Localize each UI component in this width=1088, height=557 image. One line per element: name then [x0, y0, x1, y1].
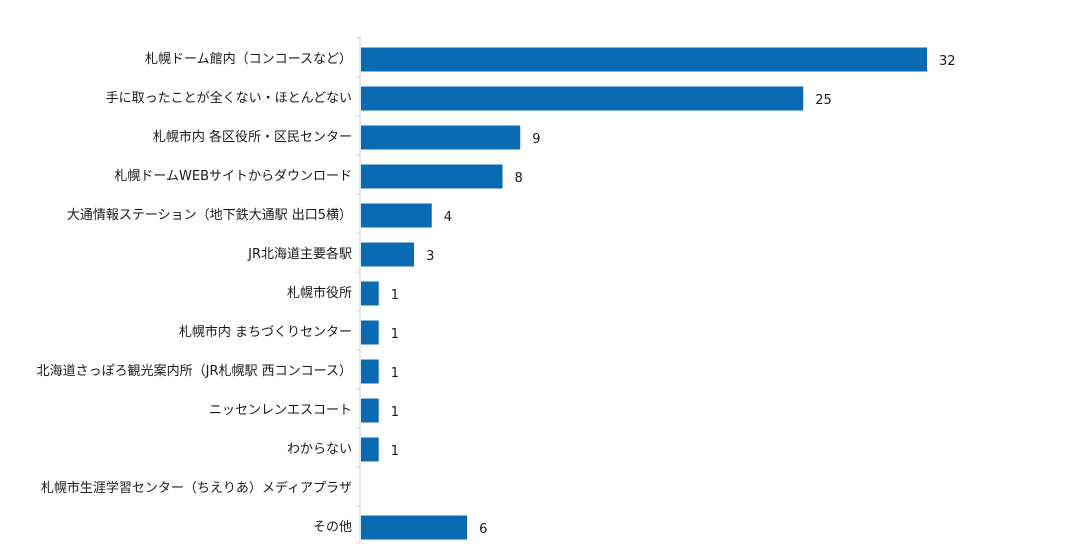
category-label: わからない: [287, 442, 352, 457]
data-label: 6: [479, 522, 487, 537]
y-axis-ticks: [356, 37, 360, 544]
bar: [361, 125, 521, 150]
bar: [361, 515, 468, 540]
bar: [361, 47, 927, 72]
data-label: 1: [391, 405, 399, 420]
data-label: 1: [391, 444, 399, 459]
bars-layer: [361, 47, 927, 540]
data-label: 4: [444, 210, 452, 225]
category-label: 札幌市役所: [287, 285, 352, 301]
category-label: 札幌ドーム館内（コンコースなど）: [145, 51, 352, 67]
category-label: 大通情報ステーション（地下鉄大通駅 出口5横）: [67, 208, 352, 223]
category-label: 札幌ドームWEBサイトからダウンロード: [114, 168, 352, 184]
bar: [361, 437, 379, 462]
category-label: その他: [313, 520, 352, 535]
data-label: 8: [515, 171, 523, 186]
bar: [361, 398, 379, 423]
bar: [361, 281, 379, 306]
data-label: 32: [939, 54, 956, 69]
category-label: JR北海道主要各駅: [247, 246, 352, 262]
bar: [361, 164, 503, 189]
category-labels: 札幌ドーム館内（コンコースなど） 手に取ったことが全くない・ほとんどない札幌市内 …: [37, 51, 352, 535]
category-label: 北海道さっぽろ観光案内所（JR札幌駅 西コンコース）: [37, 363, 352, 379]
category-label: ニッセンレンエスコート: [209, 403, 352, 418]
category-label: 札幌市内 各区役所・区民センター: [153, 129, 352, 145]
category-label: 札幌市生涯学習センター（ちえりあ）メディアプラザ: [41, 480, 352, 496]
data-label: 1: [391, 366, 399, 381]
bar: [361, 203, 432, 228]
category-label: 札幌市内 まちづくりセンター: [179, 324, 352, 340]
data-label: 25: [815, 93, 832, 108]
data-label: 1: [391, 288, 399, 303]
data-label: 1: [391, 327, 399, 342]
bar: [361, 320, 379, 345]
data-label: 9: [532, 132, 540, 147]
data-labels: 32 25 9 8 4 3 1 1 1 1 1 6: [391, 54, 956, 537]
bar: [361, 242, 415, 267]
category-label: 手に取ったことが全くない・ほとんどない: [106, 90, 352, 106]
data-label: 3: [426, 249, 434, 264]
bar: [361, 86, 804, 111]
bar: [361, 359, 379, 384]
